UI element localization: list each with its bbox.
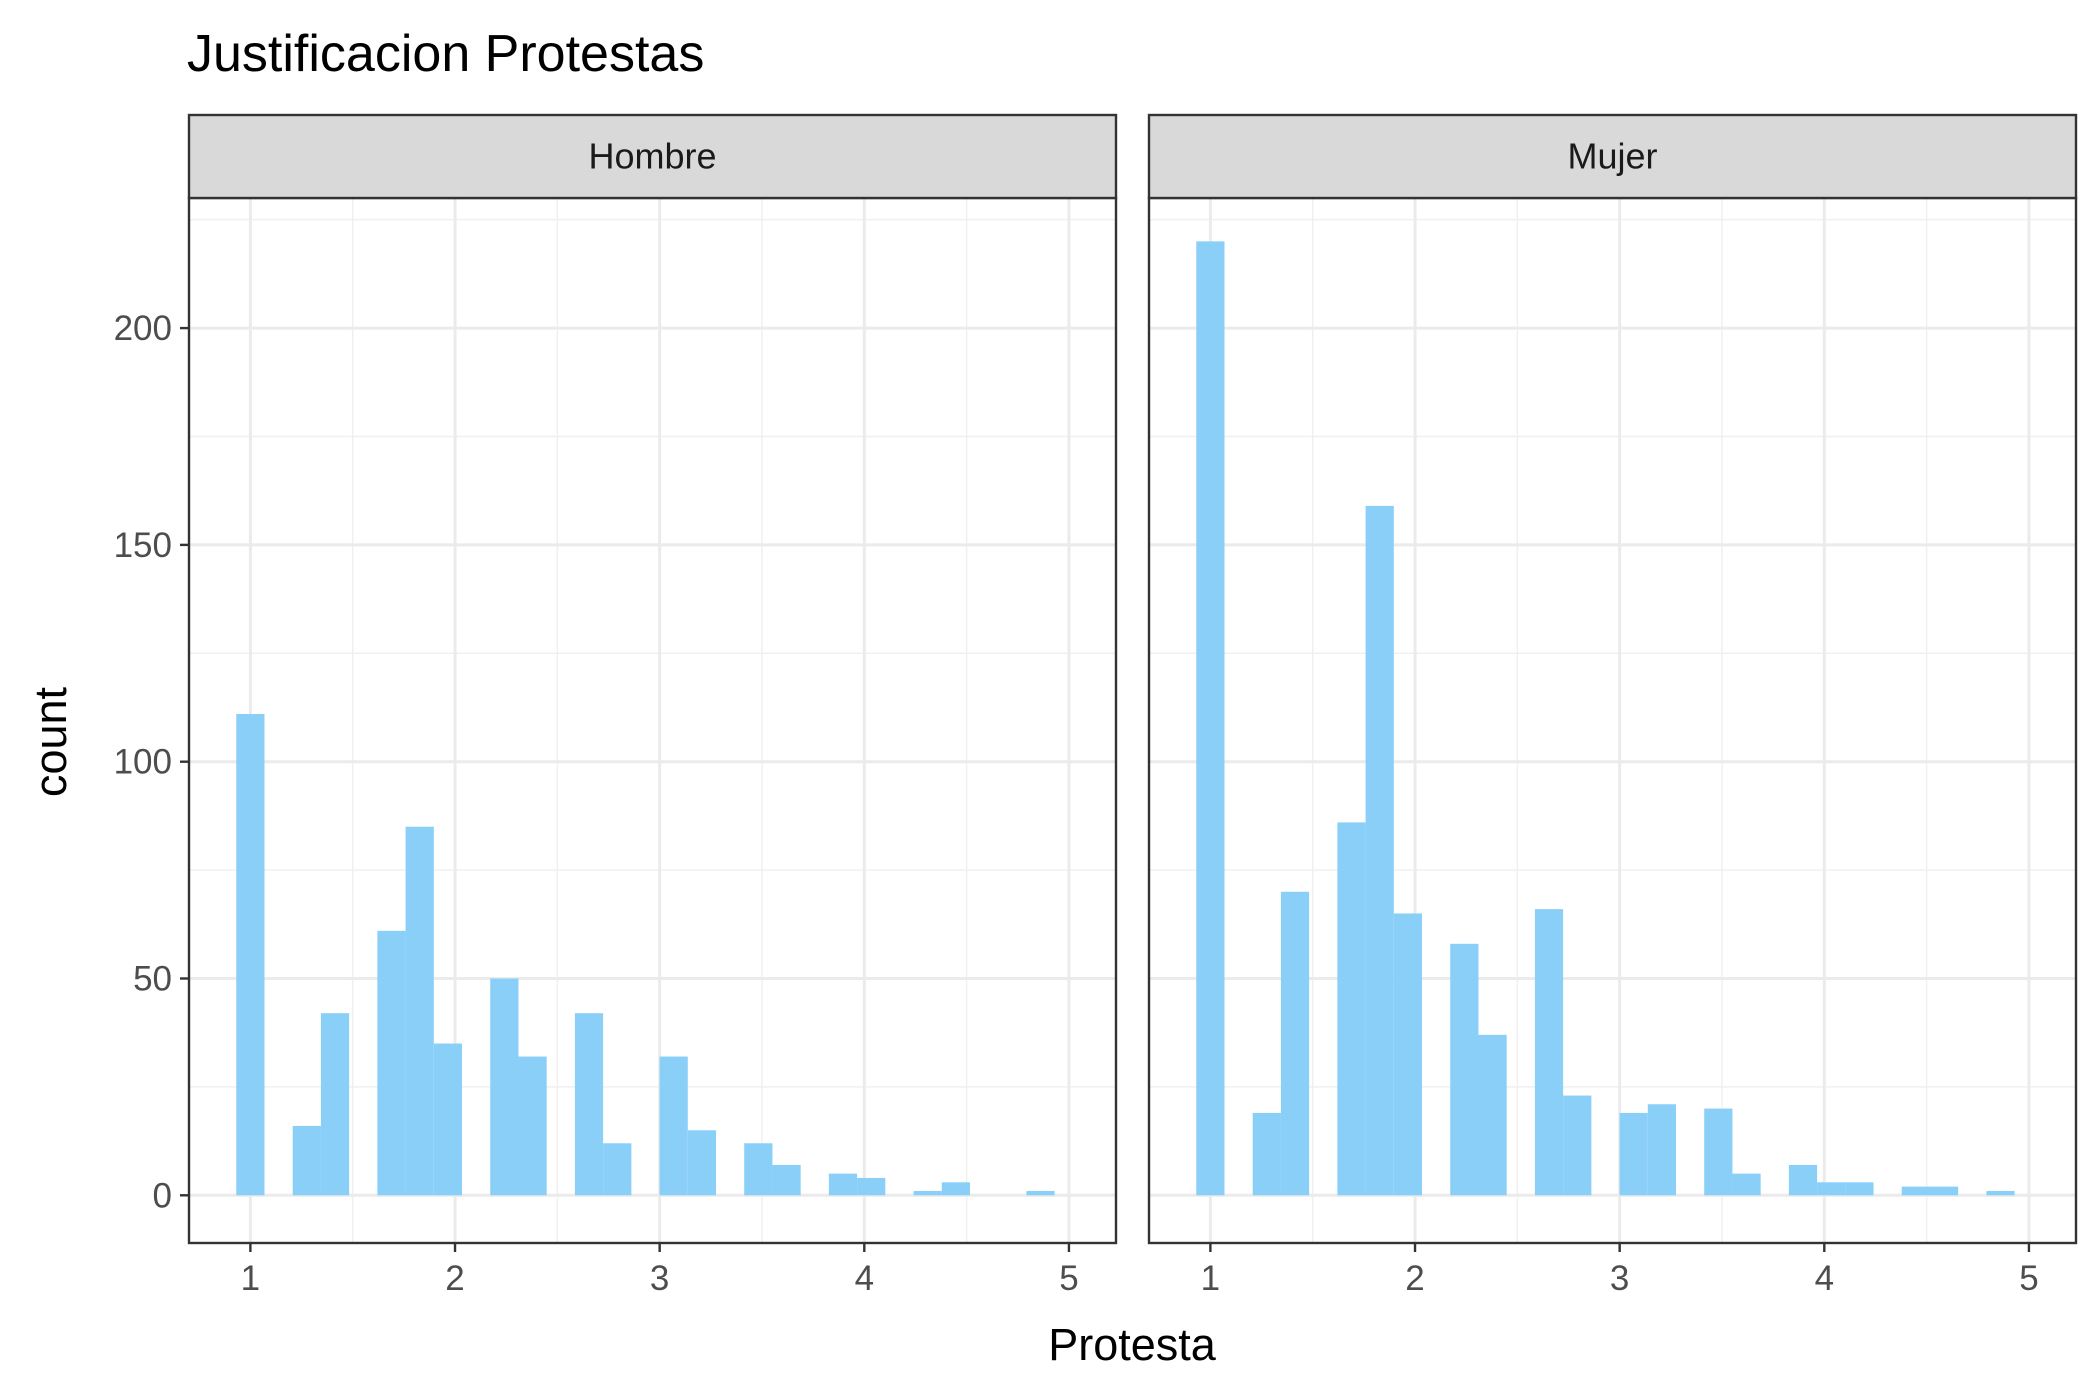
x-tick-label: 2 — [1405, 1259, 1424, 1298]
histogram-bar — [1647, 1104, 1676, 1196]
histogram-bar — [1393, 913, 1423, 1196]
facet-strip-hombre — [187, 113, 1118, 200]
facet-label-hombre: Hombre — [588, 136, 716, 177]
y-tick-label: 100 — [114, 743, 172, 782]
histogram-bar — [1788, 1164, 1818, 1196]
histogram-bar — [377, 930, 406, 1196]
x-tick-label: 4 — [855, 1259, 874, 1298]
chart-title: Justificacion Protestas — [187, 25, 704, 83]
histogram-bar — [1732, 1173, 1761, 1196]
y-axis: 0 50 100 150 200 — [114, 309, 189, 1215]
x-tick-label: 4 — [1815, 1259, 1834, 1298]
x-tick-label: 1 — [241, 1259, 260, 1298]
histogram-bar — [1901, 1186, 1930, 1196]
histogram-bar — [941, 1182, 970, 1196]
x-tick-label: 5 — [1059, 1259, 1078, 1298]
histogram-bar — [1252, 1112, 1281, 1196]
histogram-bar — [772, 1164, 801, 1196]
y-tick-label: 0 — [153, 1176, 172, 1215]
histogram-bar — [236, 713, 265, 1196]
histogram-bar — [603, 1143, 632, 1196]
histogram-bar — [1817, 1182, 1846, 1196]
histogram-bar — [292, 1125, 321, 1196]
histogram-bar — [659, 1056, 688, 1196]
histogram-bar — [405, 826, 434, 1196]
histogram-bar — [1478, 1034, 1507, 1196]
histogram-bar — [1280, 891, 1310, 1196]
x-tick-label: 5 — [2019, 1259, 2038, 1298]
histogram-bar — [1337, 822, 1366, 1196]
histogram-bar — [574, 1013, 604, 1196]
histogram-bar — [1026, 1190, 1055, 1196]
histogram-bar — [1845, 1182, 1874, 1196]
histogram-bar — [687, 1130, 716, 1196]
histogram-bar — [1450, 943, 1479, 1196]
histogram-bar — [433, 1043, 463, 1196]
histogram-bar — [913, 1190, 942, 1196]
x-tick-label: 1 — [1201, 1259, 1220, 1298]
facet-strip-mujer — [1147, 113, 2078, 200]
y-tick-label: 150 — [114, 526, 172, 565]
histogram-bar — [1986, 1190, 2015, 1196]
panel-hombre: Hombre 1 2 3 4 5 — [187, 113, 1118, 1298]
x-tick-label: 2 — [445, 1259, 464, 1298]
y-tick-label: 200 — [114, 309, 172, 348]
histogram-bar — [518, 1056, 547, 1196]
y-tick-label: 50 — [133, 959, 172, 998]
panel-mujer: Mujer 1 2 3 4 5 — [1147, 113, 2078, 1298]
x-tick-label: 3 — [650, 1259, 669, 1298]
histogram-bar — [857, 1177, 886, 1196]
histogram-bar — [744, 1143, 773, 1196]
x-tick-label: 3 — [1610, 1259, 1629, 1298]
facet-label-mujer: Mujer — [1567, 136, 1657, 177]
histogram-bar — [1534, 909, 1564, 1196]
histogram-bar — [1704, 1108, 1733, 1196]
histogram-bar — [1619, 1112, 1648, 1196]
x-axis-title: Protesta — [1048, 1319, 1217, 1370]
histogram-bar — [1196, 241, 1225, 1196]
histogram-bar — [320, 1013, 350, 1196]
histogram-bar — [1563, 1095, 1592, 1196]
y-axis-title: count — [25, 686, 76, 797]
histogram-bar — [490, 978, 519, 1196]
histogram-bar — [828, 1173, 858, 1196]
histogram-bar — [1365, 505, 1394, 1196]
histogram-bar — [1929, 1186, 1959, 1196]
